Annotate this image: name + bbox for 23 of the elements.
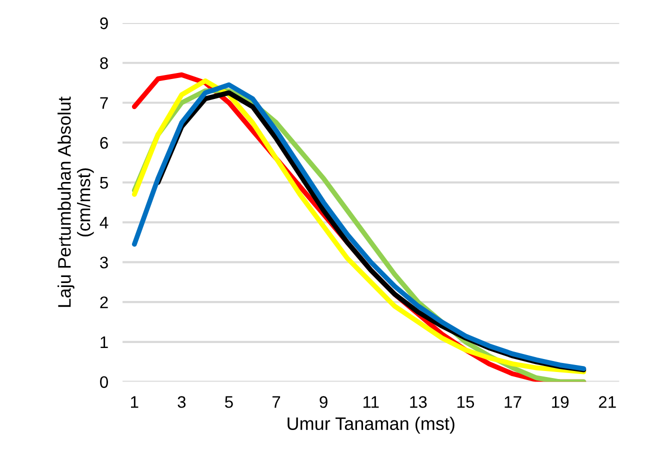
x-tick-label: 1 [131,396,138,408]
x-tick-label: 11 [363,396,379,408]
y-axis-title: Laju Pertumbuhan Absolut (cm/mst) [58,96,94,307]
x-tick-label: 15 [457,396,474,408]
y-tick-label: 4 [100,216,108,228]
y-tick-label: 6 [100,137,108,149]
y-tick-label: 9 [100,17,108,30]
x-tick-label: 21 [598,396,616,408]
x-tick-label: 9 [320,396,328,408]
x-tick-label: 3 [178,396,186,408]
x-tick-label: 5 [225,396,233,408]
x-tick-label: 13 [410,396,427,408]
y-tick-label: 7 [100,97,108,109]
x-tick-label: 7 [272,396,280,408]
y-tick-label: 0 [100,376,108,388]
y-tick-label: 2 [100,296,108,308]
y-tick-label: 1 [100,336,108,348]
y-tick-label: 8 [100,57,108,70]
x-axis-title: Umur Tanaman (mst) [288,416,454,434]
y-tick-label: 5 [100,177,108,189]
x-tick-label: 17 [504,396,522,408]
y-tick-label: 3 [100,256,108,268]
x-tick-label: 19 [552,396,569,408]
